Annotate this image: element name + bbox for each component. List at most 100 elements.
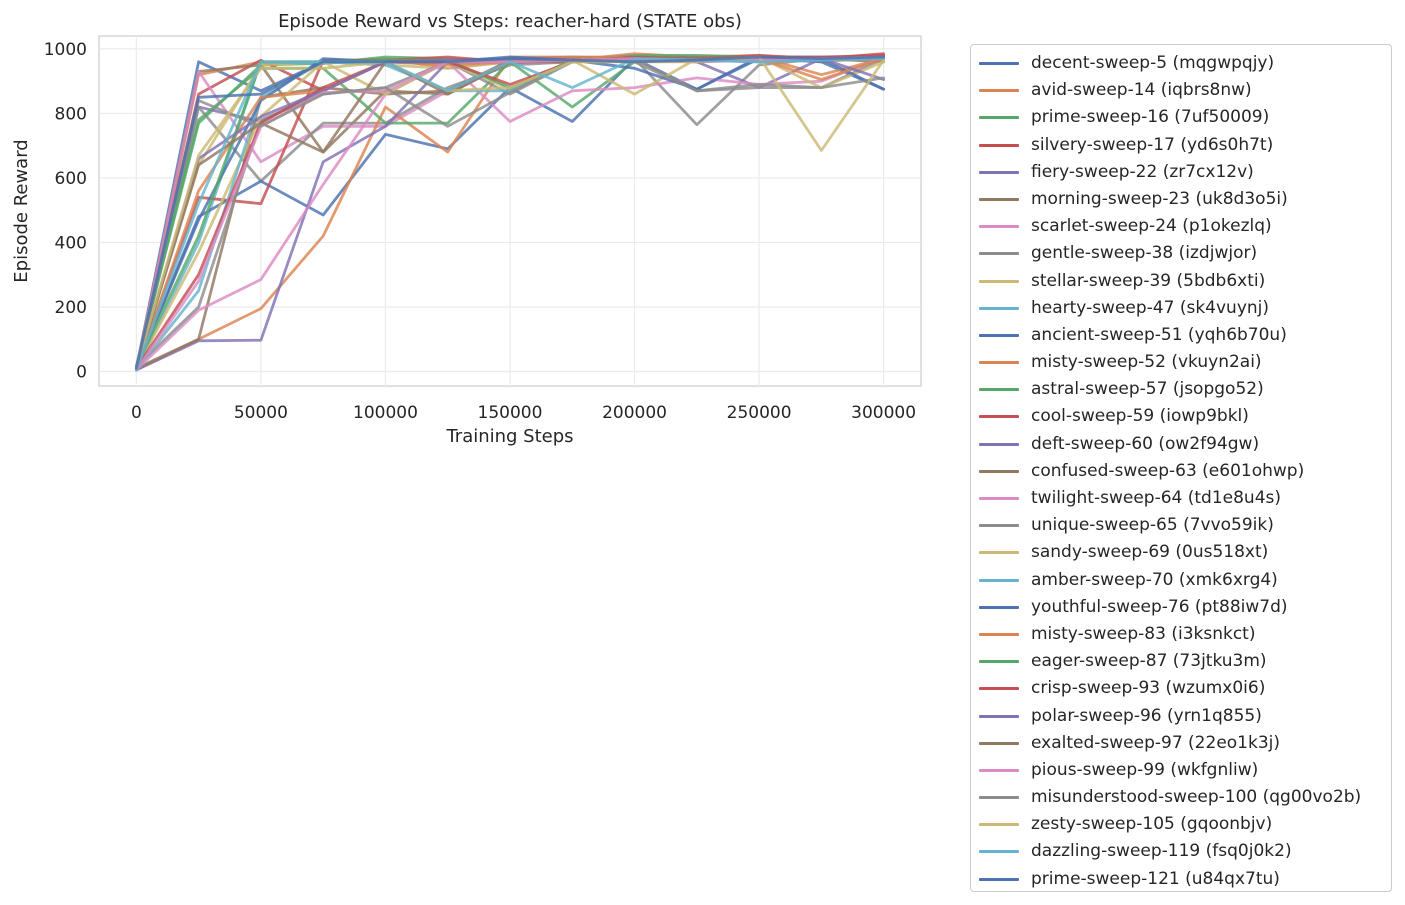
legend-item: scarlet-sweep-24 (p1okezlq) <box>971 213 1391 240</box>
legend-item: amber-sweep-70 (xmk6xrg4) <box>971 567 1391 594</box>
legend-label: polar-sweep-96 (yrn1q855) <box>1031 705 1262 726</box>
legend-swatch <box>979 768 1019 772</box>
legend: decent-sweep-5 (mqgwpqjy) avid-sweep-14 (… <box>970 44 1392 892</box>
series-line <box>134 57 885 372</box>
x-axis-label: Training Steps <box>445 426 573 447</box>
x-tick-label: 100000 <box>353 403 418 423</box>
y-tick-label: 800 <box>55 104 87 124</box>
legend-label: twilight-sweep-64 (td1e8u4s) <box>1031 488 1282 508</box>
x-tick-label: 150000 <box>478 403 543 423</box>
legend-item: polar-sweep-96 (yrn1q855) <box>971 703 1391 730</box>
legend-label: crisp-sweep-93 (wzumx0i6) <box>1031 678 1266 699</box>
legend-swatch <box>979 687 1019 691</box>
legend-item: ancient-sweep-51 (yqh6b70u) <box>971 322 1391 349</box>
y-axis-label: Episode Reward <box>11 139 32 282</box>
legend-item: misty-sweep-52 (vkuyn2ai) <box>971 349 1391 376</box>
legend-item: avid-sweep-14 (iqbrs8nw) <box>971 77 1391 104</box>
legend-label: stellar-sweep-39 (5bdb6xti) <box>1031 270 1266 291</box>
legend-label: confused-sweep-63 (e601ohwp) <box>1031 460 1305 481</box>
legend-label: exalted-sweep-97 (22eo1k3j) <box>1031 732 1281 753</box>
y-tick-label: 400 <box>55 233 87 253</box>
legend-swatch <box>979 578 1019 582</box>
legend-item: sandy-sweep-69 (0us518xt) <box>971 539 1391 566</box>
y-tick-label: 0 <box>76 362 87 382</box>
legend-label: eager-sweep-87 (73jtku3m) <box>1031 651 1267 672</box>
legend-swatch <box>979 415 1019 419</box>
y-tick-label: 200 <box>55 298 87 318</box>
legend-item: prime-sweep-121 (u84qx7tu) <box>971 866 1391 893</box>
legend-swatch <box>979 361 1019 365</box>
legend-label: prime-sweep-121 (u84qx7tu) <box>1031 868 1280 889</box>
y-tick-label: 600 <box>55 169 87 189</box>
legend-item: dazzling-sweep-119 (fsq0j0k2) <box>971 838 1391 865</box>
legend-label: silvery-sweep-17 (yd6s0h7t) <box>1031 134 1274 155</box>
x-tick-label: 0 <box>131 403 142 423</box>
legend-swatch <box>979 823 1019 827</box>
series-line <box>134 55 885 370</box>
legend-item: astral-sweep-57 (jsopgo52) <box>971 376 1391 403</box>
legend-item: hearty-sweep-47 (sk4vuynj) <box>971 295 1391 322</box>
legend-label: astral-sweep-57 (jsopgo52) <box>1031 379 1264 400</box>
legend-label: prime-sweep-16 (7uf50009) <box>1031 107 1270 128</box>
legend-label: misunderstood-sweep-100 (qg00vo2b) <box>1031 787 1362 808</box>
legend-item: deft-sweep-60 (ow2f94gw) <box>971 431 1391 458</box>
legend-swatch <box>979 796 1019 800</box>
legend-swatch <box>979 252 1019 256</box>
legend-label: sandy-sweep-69 (0us518xt) <box>1031 542 1269 563</box>
legend-swatch <box>979 388 1019 392</box>
legend-item: misunderstood-sweep-100 (qg00vo2b) <box>971 784 1391 811</box>
x-tick-label: 300000 <box>851 403 916 423</box>
x-tick-label: 250000 <box>727 403 792 423</box>
legend-swatch <box>979 714 1019 718</box>
gridlines <box>99 36 921 386</box>
legend-label: dazzling-sweep-119 (fsq0j0k2) <box>1031 841 1292 862</box>
legend-label: morning-sweep-23 (uk8d3o5i) <box>1031 188 1288 209</box>
legend-label: gentle-sweep-38 (izdjwjor) <box>1031 243 1258 264</box>
x-tick-label: 200000 <box>602 403 667 423</box>
legend-item: misty-sweep-83 (i3ksnkct) <box>971 621 1391 648</box>
legend-label: unique-sweep-65 (7vvo59ik) <box>1031 515 1274 536</box>
legend-label: zesty-sweep-105 (gqoonbjv) <box>1031 814 1273 835</box>
legend-swatch <box>979 333 1019 337</box>
legend-swatch <box>979 116 1019 120</box>
legend-swatch <box>979 850 1019 854</box>
legend-item: gentle-sweep-38 (izdjwjor) <box>971 240 1391 267</box>
legend-swatch <box>979 279 1019 283</box>
legend-swatch <box>979 197 1019 201</box>
legend-item: eager-sweep-87 (73jtku3m) <box>971 648 1391 675</box>
legend-label: avid-sweep-14 (iqbrs8nw) <box>1031 80 1252 101</box>
legend-item: prime-sweep-16 (7uf50009) <box>971 104 1391 131</box>
y-tick-label: 1000 <box>44 40 87 60</box>
legend-swatch <box>979 89 1019 93</box>
legend-swatch <box>979 143 1019 147</box>
legend-item: youthful-sweep-76 (pt88iw7d) <box>971 594 1391 621</box>
legend-item: zesty-sweep-105 (gqoonbjv) <box>971 811 1391 838</box>
legend-swatch <box>979 524 1019 528</box>
legend-swatch <box>979 877 1019 881</box>
legend-label: ancient-sweep-51 (yqh6b70u) <box>1031 324 1287 345</box>
legend-swatch <box>979 225 1019 229</box>
x-tick-labels: 0 50000 100000 150000 200000 250000 300000 <box>131 403 916 423</box>
legend-item: pious-sweep-99 (wkfgnliw) <box>971 757 1391 784</box>
legend-item: twilight-sweep-64 (td1e8u4s) <box>971 485 1391 512</box>
legend-label: decent-sweep-5 (mqgwpqjy) <box>1031 53 1275 73</box>
legend-swatch <box>979 469 1019 473</box>
legend-label: youthful-sweep-76 (pt88iw7d) <box>1031 596 1288 617</box>
legend-item: unique-sweep-65 (7vvo59ik) <box>971 512 1391 539</box>
legend-label: misty-sweep-83 (i3ksnkct) <box>1031 623 1256 644</box>
legend-item: confused-sweep-63 (e601ohwp) <box>971 458 1391 485</box>
legend-swatch <box>979 306 1019 310</box>
legend-label: deft-sweep-60 (ow2f94gw) <box>1031 433 1260 454</box>
legend-swatch <box>979 442 1019 446</box>
x-tick-label: 50000 <box>234 403 288 423</box>
series-lines <box>134 52 885 372</box>
legend-label: cool-sweep-59 (iowp9bkl) <box>1031 406 1249 427</box>
legend-label: fiery-sweep-22 (zr7cx12v) <box>1031 161 1254 182</box>
legend-swatch <box>979 170 1019 174</box>
legend-item: crisp-sweep-93 (wzumx0i6) <box>971 675 1391 702</box>
y-tick-labels: 0 200 400 600 800 1000 <box>44 40 87 383</box>
series-line <box>134 58 885 369</box>
legend-item: cool-sweep-59 (iowp9bkl) <box>971 403 1391 430</box>
legend-item: fiery-sweep-22 (zr7cx12v) <box>971 159 1391 186</box>
